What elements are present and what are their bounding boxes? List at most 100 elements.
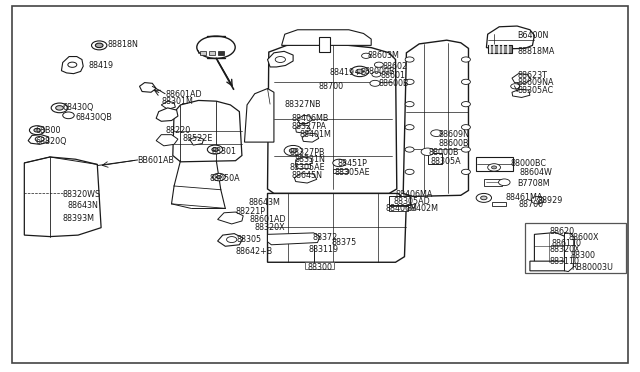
Text: 88406MA: 88406MA (396, 190, 433, 199)
Text: 88600B: 88600B (379, 79, 410, 88)
Text: 88620: 88620 (549, 227, 574, 236)
Polygon shape (173, 100, 242, 162)
Circle shape (92, 41, 107, 50)
Text: 88305AC: 88305AC (517, 86, 553, 94)
Text: 88406MB: 88406MB (291, 114, 328, 123)
Text: 88929: 88929 (538, 196, 563, 205)
Text: 88601AD: 88601AD (250, 215, 286, 224)
Circle shape (531, 196, 544, 204)
Circle shape (499, 179, 510, 186)
Bar (525, 223, 626, 273)
Polygon shape (268, 233, 320, 245)
Bar (319, 37, 330, 52)
Bar (200, 51, 206, 55)
Polygon shape (296, 157, 312, 166)
Text: 88402M: 88402M (406, 204, 438, 213)
Text: 88327PA: 88327PA (291, 122, 326, 131)
Polygon shape (302, 133, 319, 142)
Circle shape (492, 166, 497, 169)
Circle shape (56, 106, 63, 110)
Text: 88000BC: 88000BC (511, 159, 547, 168)
Polygon shape (268, 44, 397, 193)
Circle shape (431, 130, 442, 137)
Circle shape (461, 57, 470, 62)
Text: 88406M: 88406M (385, 204, 417, 213)
Circle shape (95, 43, 103, 48)
Text: 88600X: 88600X (568, 233, 599, 242)
Circle shape (372, 72, 381, 77)
Text: 88320X: 88320X (549, 246, 580, 254)
Text: 88818N: 88818N (108, 40, 138, 49)
Bar (218, 51, 224, 55)
Text: 88419+B: 88419+B (330, 68, 367, 77)
Bar (484, 179, 502, 186)
Text: 883119: 883119 (308, 246, 339, 254)
Text: 88305AE: 88305AE (334, 169, 370, 177)
Text: 68430Q: 68430Q (63, 103, 94, 112)
Text: 88320WS: 88320WS (63, 190, 101, 199)
Text: 88645N: 88645N (291, 171, 322, 180)
Text: 88393M: 88393M (63, 214, 95, 223)
Circle shape (511, 84, 520, 89)
Circle shape (68, 62, 77, 67)
Text: 88419: 88419 (88, 61, 113, 70)
Bar (492, 202, 506, 206)
Circle shape (370, 80, 380, 86)
Circle shape (212, 148, 218, 151)
Polygon shape (512, 89, 530, 97)
Circle shape (29, 126, 45, 135)
Text: 88220: 88220 (165, 126, 190, 135)
Text: B6400N: B6400N (517, 31, 548, 40)
Text: 68430QB: 68430QB (76, 113, 113, 122)
Text: 88700: 88700 (319, 82, 344, 91)
Circle shape (421, 148, 434, 155)
Text: 88642+B: 88642+B (236, 247, 273, 256)
Circle shape (476, 193, 492, 202)
Text: 88401M: 88401M (300, 130, 332, 139)
Bar (389, 206, 408, 211)
Polygon shape (189, 137, 204, 145)
Polygon shape (156, 135, 178, 146)
Circle shape (275, 57, 285, 62)
Circle shape (461, 102, 470, 107)
Text: 88221P: 88221P (236, 207, 266, 216)
Circle shape (356, 69, 364, 74)
Polygon shape (294, 173, 317, 183)
Text: 88372: 88372 (312, 233, 337, 242)
Text: 88609NA: 88609NA (517, 78, 554, 87)
Circle shape (216, 176, 221, 179)
Text: 88461MA: 88461MA (506, 193, 543, 202)
Circle shape (461, 147, 470, 152)
Bar (305, 262, 334, 269)
Polygon shape (156, 108, 178, 121)
Circle shape (405, 147, 414, 152)
Bar (296, 164, 310, 168)
Circle shape (34, 128, 40, 132)
Text: 88331N: 88331N (294, 155, 325, 164)
Circle shape (227, 237, 237, 243)
Polygon shape (244, 89, 274, 142)
Polygon shape (218, 212, 243, 224)
Text: 88601AD: 88601AD (165, 90, 202, 99)
Circle shape (207, 145, 223, 154)
Polygon shape (61, 57, 83, 74)
Text: 88700: 88700 (518, 200, 543, 209)
Text: BB601AB: BB601AB (138, 156, 175, 165)
Circle shape (51, 103, 68, 113)
Circle shape (461, 125, 470, 130)
Polygon shape (512, 74, 531, 83)
Circle shape (35, 137, 44, 142)
Text: 88320X: 88320X (255, 223, 285, 232)
Polygon shape (530, 261, 570, 271)
Circle shape (461, 169, 470, 174)
Bar (476, 157, 513, 171)
Circle shape (333, 159, 346, 167)
Circle shape (289, 148, 297, 153)
Polygon shape (403, 40, 468, 196)
Bar (389, 196, 410, 205)
Circle shape (362, 53, 371, 58)
Polygon shape (218, 234, 243, 246)
Text: 88600B: 88600B (438, 139, 469, 148)
Polygon shape (488, 45, 512, 53)
Text: 88300: 88300 (307, 263, 332, 272)
